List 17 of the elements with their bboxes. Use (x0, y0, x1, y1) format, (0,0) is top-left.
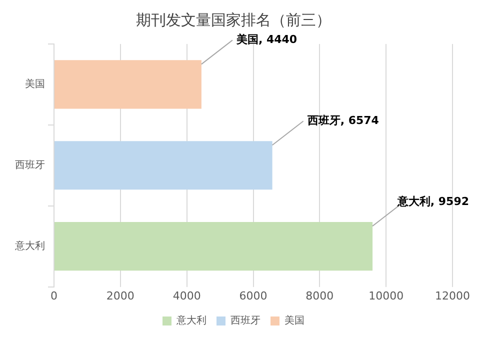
data-label: 美国, 4440 (235, 33, 298, 46)
chart-title: 期刊发文量国家排名（前三） (136, 10, 331, 29)
legend-label: 美国 (284, 314, 304, 327)
data-label: 意大利, 9592 (396, 194, 469, 208)
x-tick-label: 6000 (239, 289, 268, 302)
data-label: 西班牙, 6574 (306, 114, 380, 127)
x-tick-label: 10000 (368, 289, 404, 302)
x-tick-label: 2000 (106, 289, 134, 302)
x-tick-label: 12000 (435, 289, 470, 302)
y-tick-label: 美国 (25, 78, 45, 90)
y-tick-label: 意大利 (14, 240, 45, 252)
legend-label: 意大利 (176, 314, 206, 327)
x-tick-label: 4000 (172, 289, 201, 302)
y-tick-label: 西班牙 (15, 158, 45, 171)
x-tick-label: 8000 (306, 289, 334, 302)
x-tick-label: 0 (50, 289, 58, 302)
legend-label: 西班牙 (230, 314, 260, 327)
